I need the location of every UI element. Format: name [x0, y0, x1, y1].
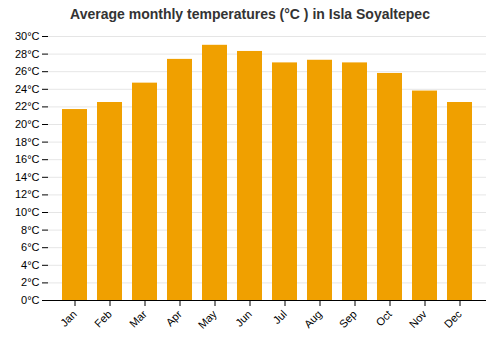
svg-text:0°C: 0°C: [21, 294, 40, 306]
svg-text:24°C: 24°C: [15, 83, 40, 95]
svg-text:May: May: [196, 307, 220, 331]
svg-text:Mar: Mar: [127, 308, 149, 330]
svg-text:20°C: 20°C: [15, 118, 40, 130]
html-text:Average monthly temperatures (: Average monthly temperatures (°C ) in Is…: [70, 6, 430, 22]
svg-text:Feb: Feb: [92, 308, 114, 330]
svg-text:22°C: 22°C: [15, 100, 40, 112]
svg-text:10°C: 10°C: [15, 206, 40, 218]
svg-text:26°C: 26°C: [15, 65, 40, 77]
svg-text:4°C: 4°C: [21, 259, 40, 271]
svg-text:Oct: Oct: [373, 308, 394, 329]
svg-text:14°C: 14°C: [15, 171, 40, 183]
svg-text:Sep: Sep: [337, 308, 359, 330]
svg-text:Apr: Apr: [163, 308, 184, 329]
svg-text:Dec: Dec: [442, 307, 465, 330]
svg-text:Aug: Aug: [302, 308, 324, 330]
svg-text:Nov: Nov: [407, 307, 430, 330]
svg-text:Jul: Jul: [270, 308, 288, 326]
svg-text:8°C: 8°C: [21, 224, 40, 236]
svg-text:12°C: 12°C: [15, 188, 40, 200]
svg-text:28°C: 28°C: [15, 48, 40, 60]
svg-text:18°C: 18°C: [15, 136, 40, 148]
svg-text:2°C: 2°C: [21, 276, 40, 288]
svg-text:Jun: Jun: [233, 308, 254, 329]
svg-text:16°C: 16°C: [15, 153, 40, 165]
svg-text:6°C: 6°C: [21, 241, 40, 253]
svg-text:Jan: Jan: [58, 308, 79, 329]
svg-text:30°C: 30°C: [15, 30, 40, 42]
